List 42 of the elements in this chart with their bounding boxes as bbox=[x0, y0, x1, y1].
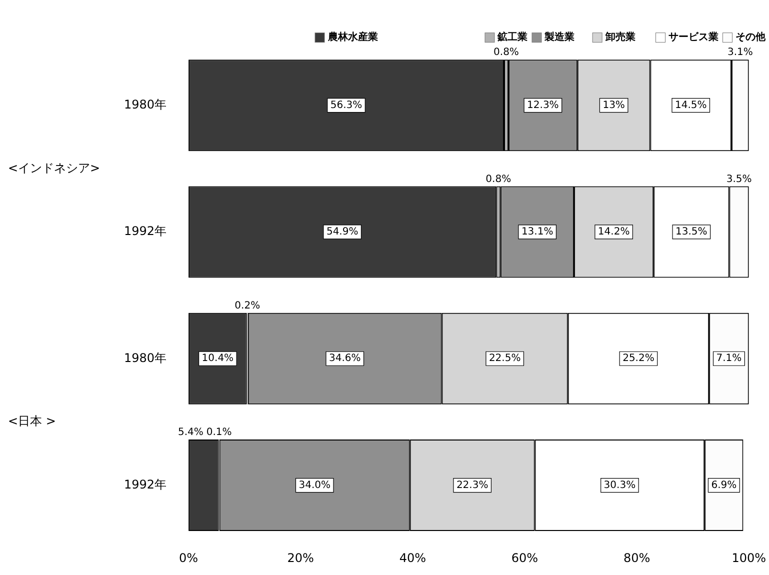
data-label: 10.4% bbox=[202, 353, 234, 364]
text: <インドネシア> bbox=[8, 160, 100, 175]
y-tick-label: 1980年 bbox=[124, 350, 167, 365]
data-label: 3.1% bbox=[727, 47, 753, 58]
data-label: 14.5% bbox=[674, 100, 707, 111]
data-label: 25.2% bbox=[622, 353, 654, 364]
data-label: 13% bbox=[602, 100, 625, 111]
legend-label: 農林水産業 bbox=[326, 31, 378, 44]
data-label: 54.9% bbox=[326, 226, 358, 238]
y-tick-label: 1992年 bbox=[124, 477, 167, 492]
data-label: 3.5% bbox=[726, 174, 752, 185]
data-label: 34.6% bbox=[328, 353, 361, 364]
data-label: 6.9% bbox=[711, 480, 737, 491]
data-label: 0.8% bbox=[486, 174, 512, 185]
x-tick-label: 60% bbox=[511, 550, 538, 565]
x-tick-label: 0% bbox=[179, 550, 198, 565]
data-label: 22.3% bbox=[456, 480, 488, 491]
data-label: 7.1% bbox=[716, 353, 742, 364]
data-label: 56.3% bbox=[330, 100, 362, 111]
data-label: 5.4% bbox=[178, 427, 204, 438]
data-label: 0.8% bbox=[494, 47, 519, 58]
y-tick-label: 1992年 bbox=[124, 224, 167, 238]
x-tick-label: 100% bbox=[732, 550, 766, 565]
legend-label: サービス業 bbox=[668, 31, 719, 44]
legend-label: 鉱工業 bbox=[496, 31, 528, 44]
y-tick-label: 1980年 bbox=[124, 97, 167, 112]
x-tick-label: 40% bbox=[399, 550, 426, 565]
x-tick-label: 80% bbox=[623, 550, 650, 565]
data-label: 30.3% bbox=[604, 480, 636, 491]
x-tick-label: 20% bbox=[287, 550, 314, 565]
data-label: 0.2% bbox=[234, 300, 260, 312]
data-label: 14.2% bbox=[598, 226, 630, 238]
data-label: 13.1% bbox=[521, 226, 554, 238]
data-label: 13.5% bbox=[676, 226, 708, 238]
legend-label: 卸売業 bbox=[604, 31, 636, 44]
text: <日本 > bbox=[8, 414, 56, 428]
data-label: 12.3% bbox=[527, 100, 559, 111]
data-label: 0.1% bbox=[206, 427, 232, 438]
legend-label: その他 bbox=[736, 31, 767, 44]
legend-label: 製造業 bbox=[544, 31, 575, 44]
data-label: 22.5% bbox=[488, 353, 521, 364]
data-label: 34.0% bbox=[298, 480, 330, 491]
